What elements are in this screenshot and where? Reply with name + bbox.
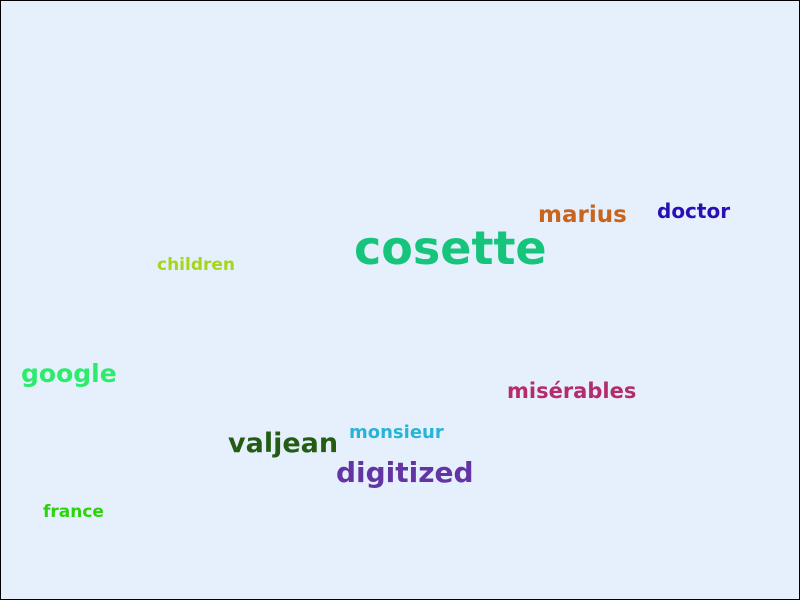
word-cosette: cosette [354, 221, 547, 275]
word-children: children [157, 255, 236, 275]
word-doctor: doctor [657, 199, 731, 223]
word-marius: marius [538, 202, 627, 228]
word-valjean: valjean [228, 428, 339, 459]
word-miserables: misérables [507, 379, 637, 403]
word-monsieur: monsieur [349, 422, 444, 443]
word-google: google [21, 359, 117, 388]
word-digitized: digitized [336, 456, 474, 489]
word-france: france [43, 502, 104, 522]
